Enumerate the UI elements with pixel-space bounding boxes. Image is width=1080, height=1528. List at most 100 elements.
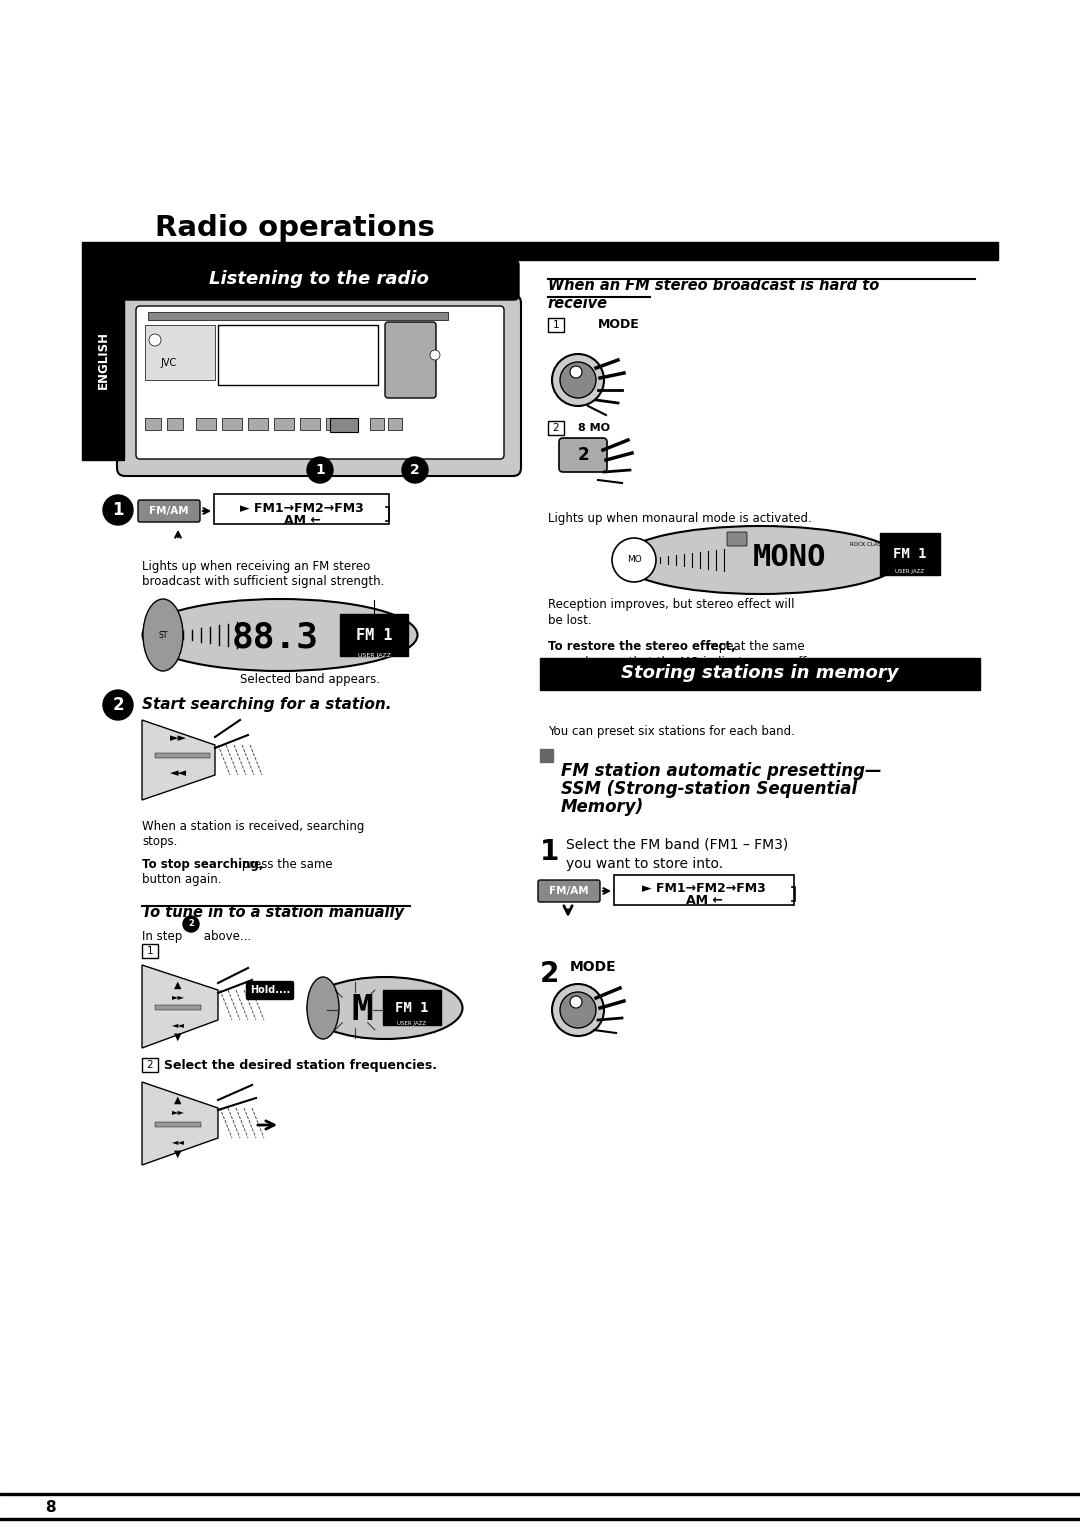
Circle shape xyxy=(430,350,440,361)
Text: MODE: MODE xyxy=(570,960,617,973)
Bar xyxy=(195,419,216,429)
Text: MODE: MODE xyxy=(598,318,639,332)
FancyBboxPatch shape xyxy=(727,532,747,545)
Circle shape xyxy=(103,691,133,720)
Circle shape xyxy=(552,354,604,406)
Text: ►►: ►► xyxy=(170,733,187,743)
FancyBboxPatch shape xyxy=(138,500,200,523)
Circle shape xyxy=(307,457,333,483)
Text: M: M xyxy=(351,993,373,1027)
Text: press the same: press the same xyxy=(238,859,333,871)
Bar xyxy=(156,1122,201,1128)
Text: To restore the stereo effect,: To restore the stereo effect, xyxy=(548,640,735,652)
Circle shape xyxy=(612,538,656,582)
Text: ►►: ►► xyxy=(172,1108,185,1117)
Text: FM 1: FM 1 xyxy=(893,547,927,561)
Text: Radio operations: Radio operations xyxy=(156,214,435,241)
Text: FM 1: FM 1 xyxy=(395,1001,429,1015)
Circle shape xyxy=(561,362,596,397)
Bar xyxy=(326,419,346,429)
Bar xyxy=(383,990,441,1025)
Text: receive: receive xyxy=(548,296,608,312)
Text: Start searching for a station.: Start searching for a station. xyxy=(141,697,391,712)
Text: ◄◄: ◄◄ xyxy=(172,1137,185,1146)
FancyBboxPatch shape xyxy=(384,322,436,397)
Polygon shape xyxy=(141,966,218,1048)
Bar xyxy=(330,419,357,432)
Text: When an FM stereo broadcast is hard to: When an FM stereo broadcast is hard to xyxy=(548,278,879,293)
Text: FM/AM: FM/AM xyxy=(550,886,589,895)
Ellipse shape xyxy=(307,976,339,1039)
Polygon shape xyxy=(141,1082,218,1164)
Text: You can preset six stations for each band.: You can preset six stations for each ban… xyxy=(548,724,795,738)
Bar xyxy=(82,241,998,260)
Circle shape xyxy=(402,457,428,483)
Text: 1: 1 xyxy=(540,837,559,866)
Bar xyxy=(214,494,389,524)
Bar xyxy=(540,659,980,691)
Text: AM ←: AM ← xyxy=(284,513,321,527)
Text: ST: ST xyxy=(159,631,167,640)
FancyBboxPatch shape xyxy=(246,981,294,999)
Bar xyxy=(340,614,408,656)
Bar xyxy=(141,1057,158,1073)
Bar xyxy=(548,422,564,435)
Text: 2: 2 xyxy=(410,463,420,477)
Text: 2: 2 xyxy=(540,960,559,989)
Text: above...: above... xyxy=(200,931,252,943)
Ellipse shape xyxy=(143,599,183,671)
Text: JVC: JVC xyxy=(160,358,176,368)
Bar xyxy=(148,312,448,319)
Text: 8 MO: 8 MO xyxy=(578,423,610,432)
Bar xyxy=(145,419,161,429)
Polygon shape xyxy=(141,720,215,801)
Bar xyxy=(300,419,320,429)
Text: ◄◄: ◄◄ xyxy=(172,1021,185,1030)
Ellipse shape xyxy=(620,526,900,594)
Bar xyxy=(156,1005,201,1010)
Bar xyxy=(540,749,553,762)
Text: you want to store into.: you want to store into. xyxy=(566,857,724,871)
Text: procedure so that the MO indicator goes off.: procedure so that the MO indicator goes … xyxy=(548,656,809,669)
Text: AM ←: AM ← xyxy=(686,894,723,906)
Text: ▼: ▼ xyxy=(174,1031,181,1042)
Bar xyxy=(388,419,402,429)
Text: ► FM1→FM2→FM3: ► FM1→FM2→FM3 xyxy=(643,882,766,894)
Text: ►►: ►► xyxy=(172,993,185,1001)
Text: 2: 2 xyxy=(188,920,194,929)
Text: 2: 2 xyxy=(577,446,589,465)
Bar xyxy=(370,419,384,429)
Bar xyxy=(167,419,183,429)
Text: Select the FM band (FM1 – FM3): Select the FM band (FM1 – FM3) xyxy=(566,837,788,853)
Text: 88.3: 88.3 xyxy=(231,620,319,654)
Text: 2: 2 xyxy=(112,695,124,714)
FancyBboxPatch shape xyxy=(117,295,521,477)
Text: Storing stations in memory: Storing stations in memory xyxy=(621,665,899,681)
Bar xyxy=(615,876,794,905)
Text: repeat the same: repeat the same xyxy=(703,640,805,652)
Text: USER JAZZ: USER JAZZ xyxy=(397,1021,427,1025)
Text: ► FM1→FM2→FM3: ► FM1→FM2→FM3 xyxy=(240,501,364,515)
Text: 1: 1 xyxy=(315,463,325,477)
Bar xyxy=(880,533,940,575)
Circle shape xyxy=(552,984,604,1036)
Text: To tune in to a station manually: To tune in to a station manually xyxy=(141,905,404,920)
Text: 8: 8 xyxy=(44,1500,55,1516)
Text: Select the desired station frequencies.: Select the desired station frequencies. xyxy=(164,1059,437,1071)
Text: Selected band appears.: Selected band appears. xyxy=(240,672,380,686)
Bar xyxy=(274,419,294,429)
Text: FM 1: FM 1 xyxy=(355,628,392,642)
Text: USER JAZZ: USER JAZZ xyxy=(357,652,391,657)
Text: ▲: ▲ xyxy=(174,1096,181,1105)
FancyBboxPatch shape xyxy=(119,260,519,299)
Text: 1: 1 xyxy=(112,501,124,520)
Text: USER JAZZ: USER JAZZ xyxy=(895,568,924,573)
Text: To stop searching,: To stop searching, xyxy=(141,859,264,871)
Text: ROCK CLASSIC: ROCK CLASSIC xyxy=(850,542,890,547)
Circle shape xyxy=(570,367,582,377)
Circle shape xyxy=(149,335,161,345)
Circle shape xyxy=(561,992,596,1028)
Text: MONO: MONO xyxy=(753,544,827,573)
Text: ▲: ▲ xyxy=(174,979,181,990)
FancyBboxPatch shape xyxy=(538,880,600,902)
